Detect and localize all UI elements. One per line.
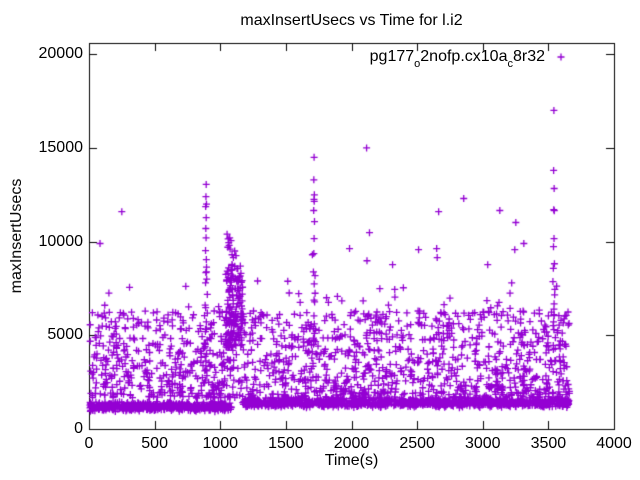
legend-label-part: pg177 (369, 48, 415, 65)
y-tick-label: 0 (74, 420, 83, 437)
legend-label-subscript: o (414, 58, 421, 71)
x-tick-label: 500 (141, 435, 168, 452)
x-tick-label: 2000 (333, 435, 370, 452)
legend-label-part: 2nofp.cx10a (420, 48, 508, 65)
legend-label-subscript: c (507, 58, 513, 71)
chart-title: maxInsertUsecs vs Time for l.i2 (240, 12, 463, 29)
y-tick-label: 20000 (38, 45, 84, 63)
x-tick-label: 1500 (268, 435, 304, 452)
x-tick-label: 4000 (596, 435, 632, 452)
x-tick-label: 0 (84, 435, 94, 452)
x-axis-label: Time(s) (324, 452, 379, 469)
legend-label-part: 8r32 (512, 48, 545, 65)
x-tick-label: 3000 (464, 435, 501, 452)
x-tick-label: 3500 (530, 435, 567, 452)
legend-series-label: pg177o2nofp.cx10ac8r32 (369, 48, 545, 70)
x-tick-label: 2500 (399, 435, 435, 452)
y-tick-label: 15000 (38, 138, 84, 156)
x-tick-label: 1000 (202, 435, 239, 452)
y-tick-label: 10000 (38, 232, 84, 250)
y-tick-label: 5000 (47, 326, 83, 344)
